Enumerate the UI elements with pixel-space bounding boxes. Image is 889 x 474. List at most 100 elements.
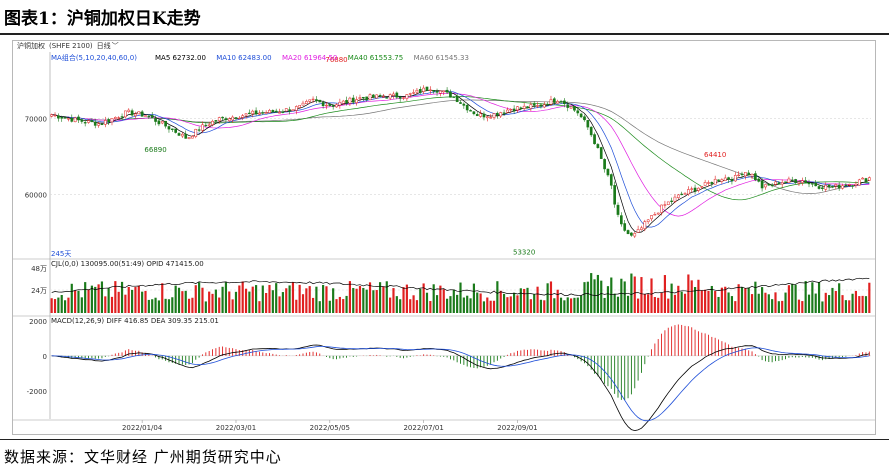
candle-body <box>261 112 265 114</box>
volume-bar <box>482 301 486 313</box>
volume-bar <box>362 287 365 313</box>
candle-body <box>315 99 318 101</box>
volume-bar <box>184 290 187 313</box>
volume-bar <box>580 295 583 313</box>
volume-bar <box>466 295 469 313</box>
candle-body <box>479 113 482 117</box>
volume-bar <box>231 299 234 313</box>
volume-bar <box>513 292 516 313</box>
candle-body <box>754 173 757 181</box>
period-chevron-down-icon[interactable]: ﹀ <box>111 42 119 50</box>
volume-bar <box>838 283 841 313</box>
candle-body <box>127 109 131 112</box>
candle-body <box>244 113 248 116</box>
volume-bar <box>100 281 104 313</box>
volume-bar <box>110 296 114 313</box>
volume-bar <box>764 292 767 313</box>
candle-body <box>807 182 811 185</box>
volume-bar <box>218 297 221 313</box>
candle-body <box>723 177 727 181</box>
volume-bar <box>657 297 660 313</box>
volume-bar <box>848 300 851 313</box>
candle-body <box>777 182 781 185</box>
candle-body <box>821 187 824 189</box>
candle-body <box>720 179 724 182</box>
candle-body <box>90 120 94 123</box>
volume-bar <box>600 280 603 313</box>
toolbar-instrument[interactable]: 沪铜加权 <box>17 42 45 50</box>
volume-bar <box>265 292 268 313</box>
chart-panel[interactable]: 沪铜加权 (SHFE 2100) 日线﹀ 70000 60000 76880 66890 5… <box>12 40 876 435</box>
candle-body <box>268 110 271 114</box>
volume-bar <box>167 299 171 313</box>
volume-bar <box>710 285 713 313</box>
candle-body <box>124 110 127 118</box>
volume-bar <box>241 281 244 313</box>
volume-bar <box>633 276 636 313</box>
volume-bar <box>740 287 744 313</box>
candle-body <box>787 178 791 183</box>
volume-bar <box>204 301 207 313</box>
volume-bar <box>683 293 687 313</box>
ma60-line <box>51 99 870 194</box>
candle-body <box>241 115 245 118</box>
volume-bar <box>767 294 770 313</box>
candle-body <box>439 90 442 94</box>
volume-bar <box>516 295 519 313</box>
ma10-line <box>51 90 870 228</box>
volume-bar <box>74 290 77 313</box>
candle-body <box>211 120 214 125</box>
volume-bar <box>824 292 827 313</box>
candle-body <box>160 121 164 124</box>
volume-bar <box>828 295 831 313</box>
candle-body <box>717 179 720 181</box>
volume-bar <box>372 290 375 313</box>
volume-bar <box>378 282 382 313</box>
volume-bar <box>141 291 144 313</box>
volume-bar <box>569 298 573 313</box>
candle-body <box>284 108 288 112</box>
volume-bar <box>647 294 650 313</box>
candle-body <box>107 119 110 123</box>
macd-tick-label: 2000 <box>29 318 47 326</box>
candle-body <box>589 126 593 136</box>
volume-bar <box>151 299 154 313</box>
candle-body <box>857 179 861 186</box>
volume-bar <box>365 289 368 313</box>
candle-body <box>217 117 221 122</box>
price-annotation: 66890 <box>144 146 166 154</box>
candle-body <box>97 123 100 126</box>
volume-bar <box>198 282 201 313</box>
volume-bar <box>385 281 388 313</box>
volume-bar <box>831 287 834 313</box>
volume-bar <box>704 289 707 313</box>
candle-body <box>844 184 848 187</box>
candle-body <box>204 124 208 127</box>
volume-bar <box>164 298 167 313</box>
volume-bar <box>506 297 509 313</box>
candle-body <box>804 180 807 184</box>
candle-body <box>251 110 255 115</box>
volume-bar <box>389 297 392 313</box>
candle-body <box>713 178 717 185</box>
candle-body <box>191 136 194 139</box>
volume-bar <box>851 293 854 313</box>
candle-body <box>345 100 348 103</box>
volume-bar <box>610 277 613 313</box>
candle-body <box>814 182 818 187</box>
volume-bar <box>472 283 475 313</box>
volume-bar <box>673 294 677 313</box>
candle-body <box>593 134 596 145</box>
volume-bar <box>84 282 87 313</box>
candle-body <box>774 181 777 185</box>
candle-body <box>670 200 673 202</box>
toolbar-period[interactable]: 日线 <box>96 42 111 50</box>
chart-toolbar: 沪铜加权 (SHFE 2100) 日线﹀ <box>13 41 875 52</box>
volume-bar <box>211 293 214 313</box>
ma-legend-ma10: MA10 62483.00 <box>216 54 271 62</box>
candle-body <box>656 212 660 215</box>
volume-bar <box>670 283 673 313</box>
volume-bar <box>278 296 281 313</box>
candle-body <box>194 128 198 137</box>
candle-body <box>599 147 603 159</box>
